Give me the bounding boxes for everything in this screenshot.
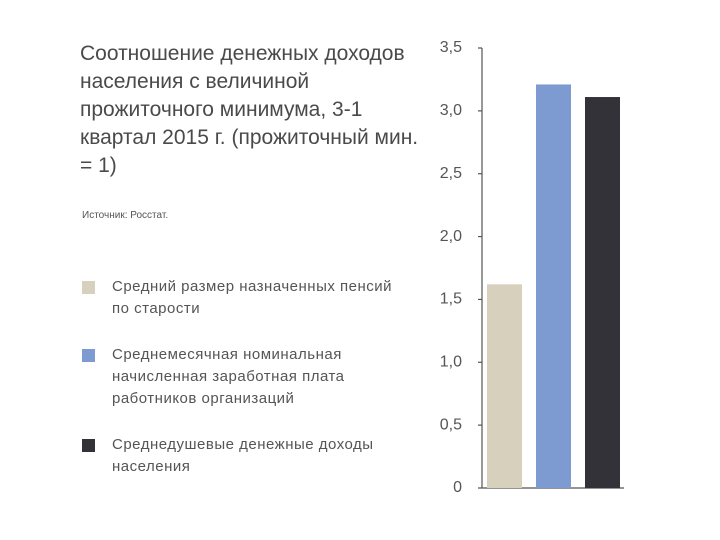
- y-tick-label: 0: [453, 479, 462, 496]
- legend-item: Среднемесячная номинальная начисленная з…: [80, 344, 400, 410]
- legend-swatch: [82, 281, 95, 294]
- legend-label: Среднедушевые денежные доходы населения: [112, 436, 374, 475]
- legend-item: Средний размер назначенных пенсий по ста…: [80, 276, 400, 320]
- y-tick-label: 1,0: [440, 354, 462, 371]
- source-note: Источник: Росстат.: [82, 210, 169, 221]
- legend-label: Средний размер назначенных пенсий по ста…: [112, 278, 393, 317]
- y-tick-label: 0,5: [440, 416, 462, 433]
- legend-item: Среднедушевые денежные доходы населения: [80, 434, 400, 478]
- y-tick-label: 2,0: [440, 228, 462, 245]
- bar: [585, 97, 620, 489]
- chart-title: Соотношение денежных доходов населения с…: [80, 42, 419, 177]
- legend-swatch: [82, 349, 95, 362]
- legend-swatch: [82, 439, 95, 452]
- legend: Средний размер назначенных пенсий по ста…: [80, 276, 400, 478]
- y-tick-label: 1,5: [440, 291, 462, 308]
- y-tick-label: 3,5: [440, 39, 462, 56]
- legend-label: Среднемесячная номинальная начисленная з…: [112, 346, 345, 407]
- bar: [487, 284, 522, 488]
- bar: [536, 84, 571, 488]
- y-tick-label: 3,0: [440, 102, 462, 119]
- y-tick-label: 2,5: [440, 165, 462, 182]
